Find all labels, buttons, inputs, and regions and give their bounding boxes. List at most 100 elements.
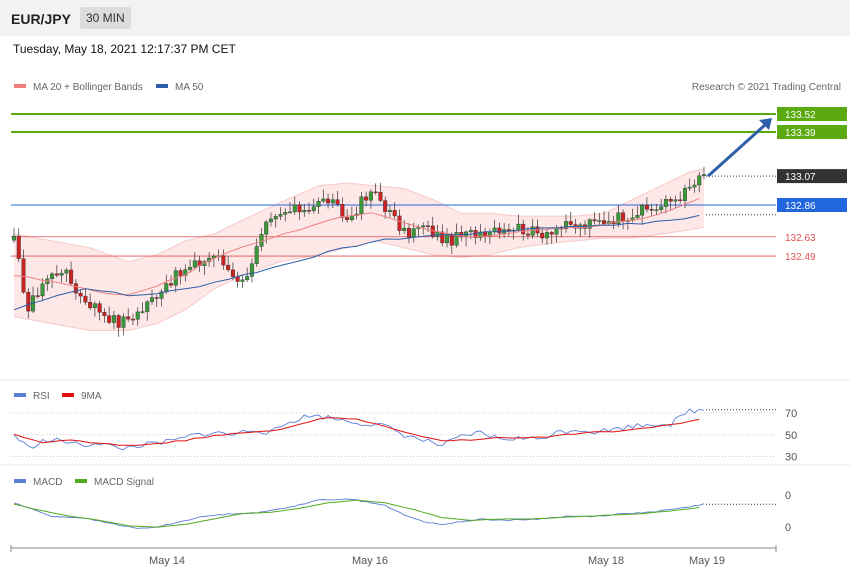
candle-body bbox=[302, 209, 307, 213]
candle-body bbox=[364, 196, 369, 201]
candle-body bbox=[249, 263, 254, 277]
candle-body bbox=[321, 198, 326, 202]
candle-body bbox=[530, 226, 535, 236]
bollinger-lower bbox=[13, 226, 705, 331]
candle-body bbox=[145, 301, 150, 312]
candle-body bbox=[516, 223, 521, 231]
candle-body bbox=[40, 283, 45, 297]
candle-body bbox=[330, 199, 335, 204]
candle-body bbox=[449, 234, 454, 246]
candle-body bbox=[426, 225, 431, 227]
candle-body bbox=[411, 228, 416, 238]
x-tick-label: May 18 bbox=[588, 555, 624, 567]
candle-body bbox=[50, 273, 55, 280]
candle-body bbox=[149, 297, 154, 302]
macd-tick-label: 0 bbox=[785, 522, 791, 534]
ma20-line bbox=[13, 197, 700, 296]
candle-body bbox=[392, 210, 397, 217]
legend-9ma: 9MA bbox=[81, 391, 102, 402]
legend-swatch-9ma bbox=[62, 393, 74, 397]
candle-body bbox=[278, 214, 283, 217]
candle-body bbox=[316, 201, 321, 207]
candle-body bbox=[602, 220, 607, 224]
rsi-panel: RSI 9MA 70 50 30 bbox=[11, 391, 797, 464]
candle-body bbox=[497, 227, 502, 234]
candle-body bbox=[292, 204, 297, 213]
candle-body bbox=[54, 273, 59, 276]
projection-arrow-head bbox=[759, 118, 772, 131]
candle-body bbox=[402, 227, 407, 231]
legend-swatch-rsi bbox=[14, 393, 26, 397]
credit-text: Research © 2021 Trading Central bbox=[692, 82, 841, 93]
candle-body bbox=[668, 199, 673, 202]
candle-body bbox=[554, 227, 559, 235]
legend-swatch-signal bbox=[75, 479, 87, 483]
candle-body bbox=[544, 232, 549, 239]
candle-body bbox=[345, 217, 350, 220]
price-tag-pivot: 132.86 bbox=[785, 201, 816, 212]
candle-body bbox=[335, 199, 340, 205]
candle-body bbox=[111, 315, 116, 323]
candle-body bbox=[378, 191, 383, 201]
symbol-title: EUR/JPY bbox=[11, 11, 71, 27]
candle-body bbox=[92, 303, 97, 309]
candle-body bbox=[97, 303, 102, 313]
price-tag-bg bbox=[777, 169, 847, 184]
candle-body bbox=[592, 219, 597, 222]
x-tick-label: May 19 bbox=[689, 555, 725, 567]
candle-body bbox=[445, 234, 450, 244]
candle-body bbox=[130, 318, 135, 321]
candle-body bbox=[73, 283, 78, 294]
candle-body bbox=[69, 269, 74, 284]
legend-swatch-ma50 bbox=[156, 84, 168, 88]
candle-body bbox=[154, 297, 159, 299]
price-panel: MA 20 + Bollinger Bands MA 50 Research © 2… bbox=[0, 82, 850, 466]
candle-body bbox=[373, 191, 378, 194]
candle-body bbox=[35, 295, 40, 297]
candle-body bbox=[340, 204, 345, 218]
candle-body bbox=[159, 291, 164, 299]
legend-signal: MACD Signal bbox=[94, 477, 154, 488]
candle-body bbox=[297, 204, 302, 213]
legend-swatch-ma20 bbox=[14, 84, 26, 88]
candle-body bbox=[663, 199, 668, 207]
candle-body bbox=[164, 283, 169, 293]
candle-body bbox=[116, 315, 121, 328]
x-tick-label: May 16 bbox=[352, 555, 388, 567]
candle-body bbox=[221, 255, 226, 266]
timeframe-badge[interactable]: 30 MIN bbox=[80, 7, 131, 29]
candle-body bbox=[387, 210, 392, 212]
candle-body bbox=[254, 246, 259, 264]
candle-body bbox=[140, 311, 145, 313]
candle-body bbox=[406, 227, 411, 238]
bollinger-band-area bbox=[14, 169, 704, 331]
candle-body bbox=[264, 221, 269, 235]
macd-panel: MACD MACD Signal 0 0 bbox=[13, 477, 791, 534]
candle-body bbox=[169, 283, 174, 286]
price-tag-bg bbox=[777, 198, 847, 213]
rsi-tick-label: 50 bbox=[785, 430, 797, 442]
ma50-line bbox=[13, 214, 700, 311]
legend-ma20: MA 20 + Bollinger Bands bbox=[33, 82, 143, 93]
legend-macd: MACD bbox=[33, 477, 62, 488]
candle-body bbox=[368, 191, 373, 201]
candle-body bbox=[226, 264, 231, 271]
candle-body bbox=[26, 291, 31, 312]
candle-body bbox=[21, 258, 26, 293]
candle-body bbox=[102, 312, 107, 316]
candle-body bbox=[307, 209, 312, 212]
candle-body bbox=[245, 276, 250, 281]
candle-body bbox=[597, 220, 602, 222]
candle-body bbox=[135, 311, 140, 320]
candle-body bbox=[59, 272, 64, 276]
price-tag-bg bbox=[777, 124, 847, 139]
candle-body bbox=[468, 230, 473, 233]
candle-body bbox=[283, 212, 288, 215]
candle-body bbox=[383, 200, 388, 212]
rsi-tick-label: 70 bbox=[785, 408, 797, 420]
candle-body bbox=[568, 221, 573, 225]
x-tick-label: May 14 bbox=[149, 555, 185, 567]
candle-body bbox=[454, 232, 459, 246]
candle-body bbox=[88, 302, 93, 309]
